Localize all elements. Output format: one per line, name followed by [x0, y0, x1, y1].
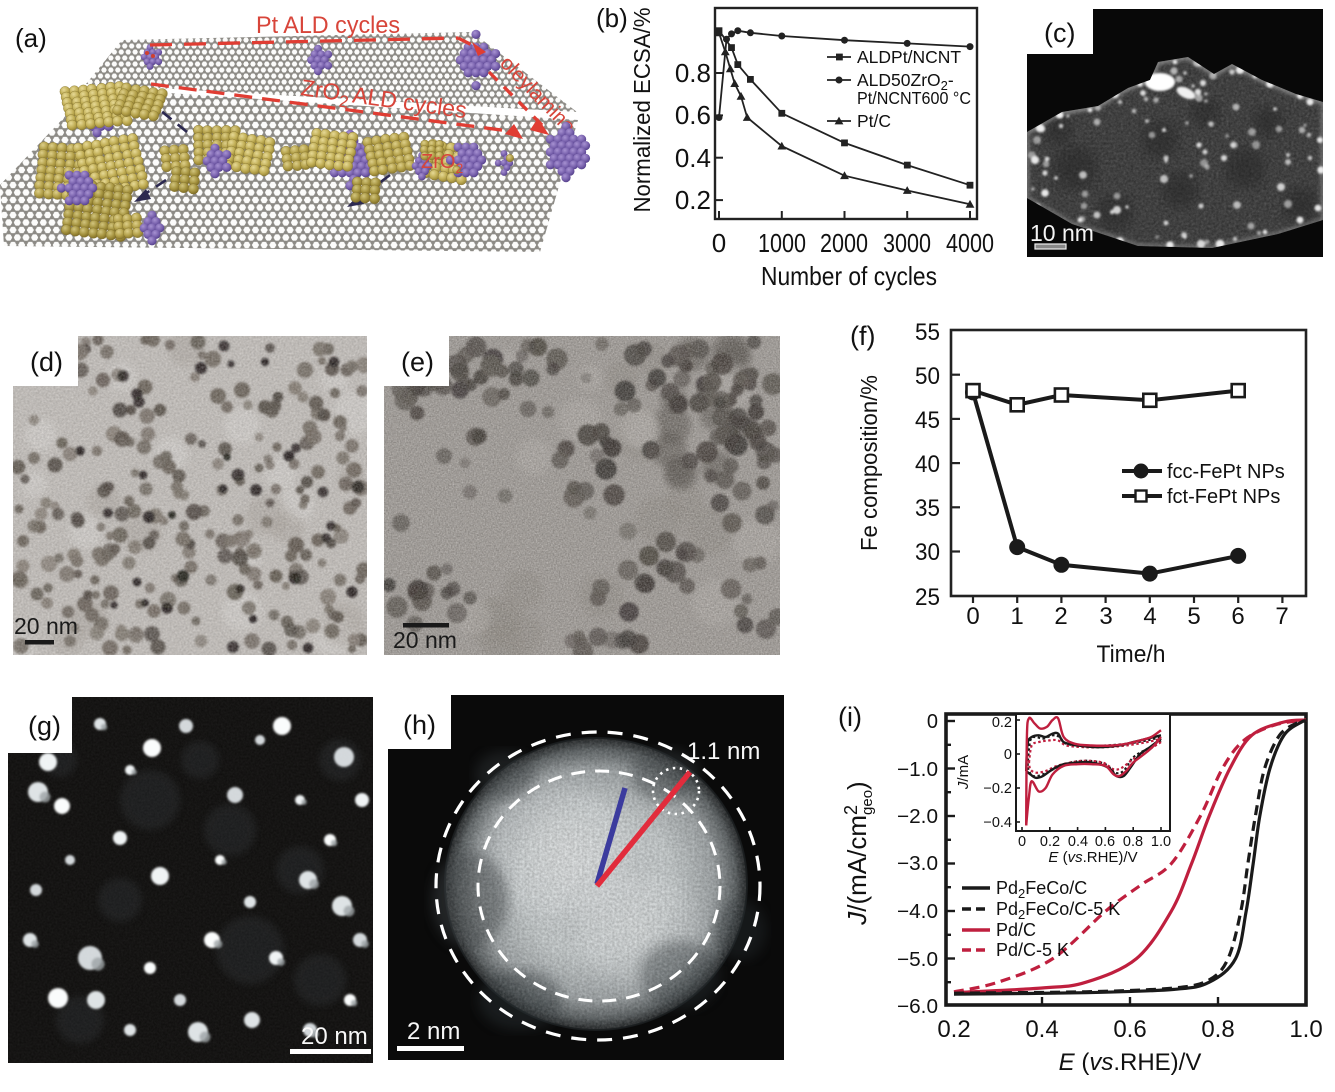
svg-text:E (vs.RHE)/V: E (vs.RHE)/V	[1048, 849, 1137, 866]
svg-text:(d): (d)	[30, 347, 63, 377]
svg-text:ALD50ZrO2-: ALD50ZrO2-	[857, 70, 954, 93]
svg-text:−3.0: −3.0	[897, 853, 938, 875]
svg-text:1.0: 1.0	[1151, 834, 1171, 850]
svg-text:(i): (i)	[838, 702, 862, 732]
svg-text:3: 3	[1099, 603, 1112, 630]
svg-text:Pt ALD cycles: Pt ALD cycles	[256, 12, 400, 39]
svg-text:Pd/C: Pd/C	[996, 920, 1036, 940]
svg-text:3000: 3000	[883, 228, 931, 258]
svg-text:(e): (e)	[401, 347, 434, 377]
svg-text:0.4: 0.4	[1025, 1016, 1058, 1043]
svg-text:E (vs.RHE)/V: E (vs.RHE)/V	[1059, 1049, 1202, 1076]
svg-text:55: 55	[915, 319, 940, 346]
svg-text:20 nm: 20 nm	[14, 613, 78, 639]
svg-text:−0.4: −0.4	[983, 815, 1012, 831]
svg-text:0: 0	[712, 228, 726, 258]
svg-text:fcc-FePt NPs: fcc-FePt NPs	[1167, 461, 1285, 483]
svg-text:0.2: 0.2	[937, 1016, 970, 1043]
svg-text:20 nm: 20 nm	[393, 627, 457, 653]
svg-text:30: 30	[915, 539, 940, 566]
svg-text:(g): (g)	[28, 711, 61, 741]
svg-text:Pd/C-5 K: Pd/C-5 K	[996, 940, 1069, 960]
svg-text:0.4: 0.4	[1068, 834, 1088, 850]
svg-text:2 nm: 2 nm	[407, 1018, 460, 1045]
svg-text:0.6: 0.6	[675, 100, 711, 130]
svg-text:35: 35	[915, 495, 940, 522]
svg-text:0.2: 0.2	[1040, 834, 1060, 850]
svg-text:0.6: 0.6	[1113, 1016, 1146, 1043]
svg-text:1.1 nm: 1.1 nm	[687, 738, 760, 765]
svg-text:J/(mA/cm2geo): J/(mA/cm2geo)	[841, 781, 876, 925]
svg-text:45: 45	[915, 407, 940, 434]
svg-text:0: 0	[966, 603, 979, 630]
svg-text:4000: 4000	[946, 228, 994, 258]
svg-text:−0.2: −0.2	[983, 781, 1012, 797]
svg-text:5: 5	[1187, 603, 1200, 630]
svg-text:2: 2	[1054, 603, 1067, 630]
svg-text:Normalized ECSA/%: Normalized ECSA/%	[629, 8, 655, 213]
svg-text:1.0: 1.0	[1289, 1016, 1322, 1043]
svg-text:−1.0: −1.0	[897, 759, 938, 781]
svg-text:(a): (a)	[15, 23, 47, 53]
svg-text:Pd2FeCo/C: Pd2FeCo/C	[996, 878, 1087, 901]
svg-text:Pt/C: Pt/C	[857, 111, 891, 131]
svg-text:−4.0: −4.0	[897, 901, 938, 923]
svg-text:7: 7	[1275, 603, 1288, 630]
svg-text:Pt/NCNT600 °C: Pt/NCNT600 °C	[857, 88, 971, 108]
svg-text:0.8: 0.8	[675, 58, 711, 88]
svg-text:0.6: 0.6	[1095, 834, 1115, 850]
svg-text:Pd2FeCo/C-5 K: Pd2FeCo/C-5 K	[996, 899, 1120, 922]
svg-text:40: 40	[915, 451, 940, 478]
svg-text:0.2: 0.2	[992, 715, 1012, 731]
svg-text:0.8: 0.8	[1201, 1016, 1234, 1043]
svg-text:−5.0: −5.0	[897, 949, 938, 971]
svg-text:25: 25	[915, 584, 940, 611]
svg-text:0.2: 0.2	[675, 185, 711, 215]
svg-text:6: 6	[1231, 603, 1244, 630]
svg-text:0.4: 0.4	[675, 143, 711, 173]
svg-text:10 nm: 10 nm	[1030, 220, 1094, 246]
svg-text:Number of cycles: Number of cycles	[761, 261, 937, 291]
svg-text:Time/h: Time/h	[1097, 641, 1166, 668]
svg-text:0: 0	[1018, 834, 1026, 850]
svg-text:ALDPt/NCNT: ALDPt/NCNT	[857, 47, 961, 67]
svg-text:(h): (h)	[403, 710, 436, 740]
svg-text:−2.0: −2.0	[897, 806, 938, 828]
svg-text:Fe composition/%: Fe composition/%	[856, 375, 882, 551]
svg-text:(f): (f)	[850, 321, 875, 351]
svg-text:2000: 2000	[820, 228, 868, 258]
svg-text:4: 4	[1143, 603, 1156, 630]
svg-text:0: 0	[1004, 747, 1012, 763]
svg-text:(c): (c)	[1044, 18, 1075, 48]
svg-text:20 nm: 20 nm	[301, 1023, 368, 1050]
svg-text:0: 0	[927, 711, 938, 733]
svg-text:1000: 1000	[758, 228, 806, 258]
svg-text:(b): (b)	[596, 3, 628, 33]
svg-text:50: 50	[915, 363, 940, 390]
svg-text:0.8: 0.8	[1123, 834, 1143, 850]
svg-text:1: 1	[1010, 603, 1023, 630]
svg-text:fct-FePt NPs: fct-FePt NPs	[1167, 486, 1280, 508]
svg-text:−6.0: −6.0	[897, 996, 938, 1018]
svg-text:J/mA: J/mA	[955, 755, 972, 790]
